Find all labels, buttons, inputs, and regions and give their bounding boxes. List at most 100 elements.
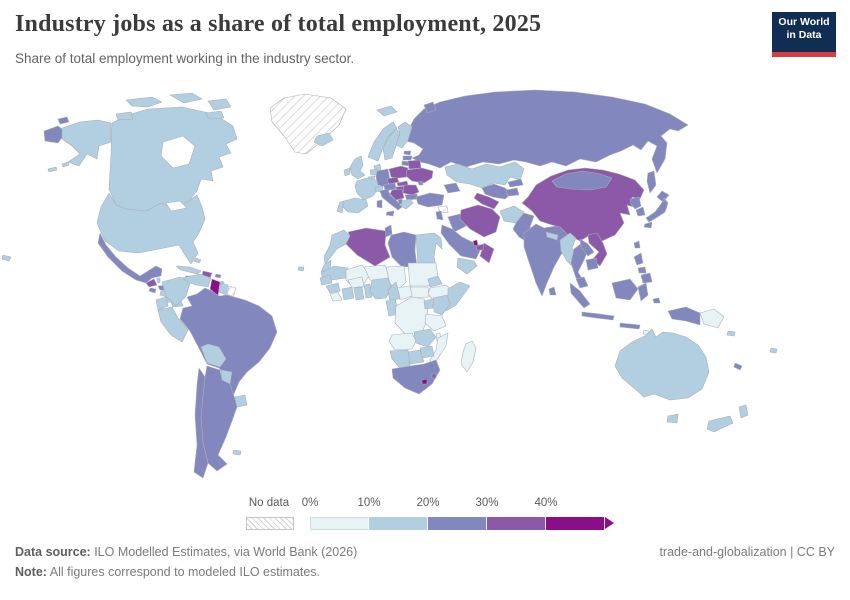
country-papua-new-guinea[interactable] — [699, 308, 725, 329]
country-tanzania[interactable] — [424, 313, 447, 332]
country-caucasus[interactable] — [443, 182, 461, 194]
country-cape-verde[interactable] — [297, 266, 305, 272]
country-kazakhstan[interactable] — [444, 161, 525, 189]
country-usa[interactable] — [96, 192, 206, 265]
country-lesotho[interactable] — [421, 378, 428, 385]
country-spain[interactable] — [341, 197, 369, 214]
country-tajikistan[interactable] — [505, 187, 520, 197]
country-russia-sakhalin[interactable] — [646, 170, 657, 194]
country-cambodia[interactable] — [585, 257, 599, 271]
footer-attribution[interactable]: trade-and-globalization | CC BY — [659, 545, 835, 559]
country-algeria[interactable] — [345, 227, 391, 267]
country-turkey[interactable] — [415, 192, 445, 208]
country-moldova[interactable] — [417, 180, 424, 186]
country-france[interactable] — [354, 177, 380, 201]
country-eritrea[interactable] — [427, 275, 443, 288]
country-sierra-leone[interactable] — [329, 291, 343, 302]
country-togo-benin[interactable] — [363, 283, 373, 299]
country-latvia[interactable] — [402, 155, 413, 161]
country-ecuador[interactable] — [155, 296, 169, 311]
country-ghana[interactable] — [353, 286, 365, 301]
country-bahamas[interactable] — [193, 257, 202, 264]
country-usa-hawaii[interactable] — [1, 254, 12, 262]
country-tunisia[interactable] — [384, 224, 393, 238]
country-somalia[interactable] — [445, 281, 471, 312]
country-new-caledonia[interactable] — [733, 362, 743, 371]
country-laos[interactable] — [579, 238, 595, 257]
country-kenya[interactable] — [432, 294, 451, 316]
country-qatar[interactable] — [472, 239, 479, 247]
legend-bin-0-10[interactable] — [310, 517, 369, 530]
country-belarus[interactable] — [407, 159, 422, 170]
country-greenland[interactable] — [269, 93, 347, 155]
country-saudi-arabia[interactable] — [440, 224, 483, 260]
country-venezuela[interactable] — [181, 273, 212, 288]
country-norway[interactable] — [367, 121, 398, 162]
country-fiji[interactable] — [769, 347, 778, 354]
country-australia-tasmania[interactable] — [666, 413, 679, 424]
country-romania[interactable] — [402, 184, 420, 196]
country-angola[interactable] — [388, 332, 417, 351]
country-portugal[interactable] — [336, 200, 345, 214]
country-vietnam[interactable] — [587, 232, 608, 267]
country-puerto-rico[interactable] — [214, 273, 222, 279]
country-guatemala[interactable] — [145, 278, 158, 288]
country-uk[interactable] — [349, 155, 366, 180]
country-eswatini[interactable] — [431, 373, 437, 379]
country-russia[interactable] — [401, 89, 689, 174]
country-poland[interactable] — [388, 165, 409, 179]
country-cameroon[interactable] — [387, 281, 401, 303]
country-indonesia[interactable] — [569, 278, 701, 330]
country-usa-alaska[interactable] — [47, 119, 112, 173]
country-uganda[interactable] — [423, 298, 434, 310]
country-egypt[interactable] — [415, 232, 443, 267]
country-sri-lanka[interactable] — [548, 286, 557, 296]
country-kyrgyzstan[interactable] — [507, 178, 524, 188]
legend-bin-10-20[interactable] — [369, 517, 428, 530]
legend-no-data-swatch[interactable] — [246, 517, 294, 530]
country-italy[interactable] — [376, 188, 403, 217]
country-morocco[interactable] — [323, 229, 351, 265]
country-greece[interactable] — [400, 198, 414, 210]
country-ireland[interactable] — [343, 167, 351, 177]
country-ivory-coast[interactable] — [341, 286, 355, 301]
country-senegal[interactable] — [319, 274, 333, 286]
country-colombia[interactable] — [161, 276, 191, 307]
country-peru[interactable] — [157, 306, 189, 343]
country-madagascar[interactable] — [460, 340, 477, 373]
country-chile[interactable] — [193, 367, 209, 479]
country-belize[interactable] — [156, 277, 161, 284]
country-zambia[interactable] — [413, 328, 437, 348]
country-nepal[interactable] — [545, 231, 559, 241]
country-cuba[interactable] — [175, 265, 202, 275]
country-japan[interactable] — [643, 190, 670, 229]
owid-logo[interactable]: Our World in Data — [772, 12, 836, 57]
country-taiwan[interactable] — [633, 240, 641, 249]
country-levant[interactable] — [435, 210, 444, 221]
legend-bin-20-30[interactable] — [428, 517, 487, 530]
country-guinea[interactable] — [325, 282, 341, 294]
country-falklands[interactable] — [232, 449, 242, 456]
country-philippines[interactable] — [633, 252, 653, 284]
country-russia-novaya-zemlya[interactable] — [423, 101, 437, 114]
country-estonia[interactable] — [403, 150, 412, 156]
country-canada-arctic-islands[interactable] — [115, 92, 232, 121]
country-australia[interactable] — [614, 328, 710, 401]
country-south-korea[interactable] — [635, 206, 646, 217]
country-mongolia[interactable] — [551, 170, 613, 191]
country-north-korea[interactable] — [629, 196, 642, 210]
country-malaysia[interactable] — [575, 276, 589, 289]
country-china[interactable] — [521, 167, 645, 242]
country-new-zealand[interactable] — [706, 404, 749, 433]
country-ukraine[interactable] — [405, 167, 434, 184]
legend-bin-40-plus[interactable] — [546, 517, 605, 530]
country-south-sudan[interactable] — [409, 286, 430, 299]
country-iran[interactable] — [459, 204, 501, 238]
legend-bin-30-40[interactable] — [487, 517, 546, 530]
country-el-salvador[interactable] — [148, 287, 157, 294]
country-svalbard[interactable] — [376, 105, 398, 117]
country-turkmenistan[interactable] — [473, 192, 500, 210]
country-mexico[interactable] — [97, 232, 163, 284]
country-yemen[interactable] — [456, 257, 478, 275]
country-solomon[interactable] — [726, 330, 736, 337]
